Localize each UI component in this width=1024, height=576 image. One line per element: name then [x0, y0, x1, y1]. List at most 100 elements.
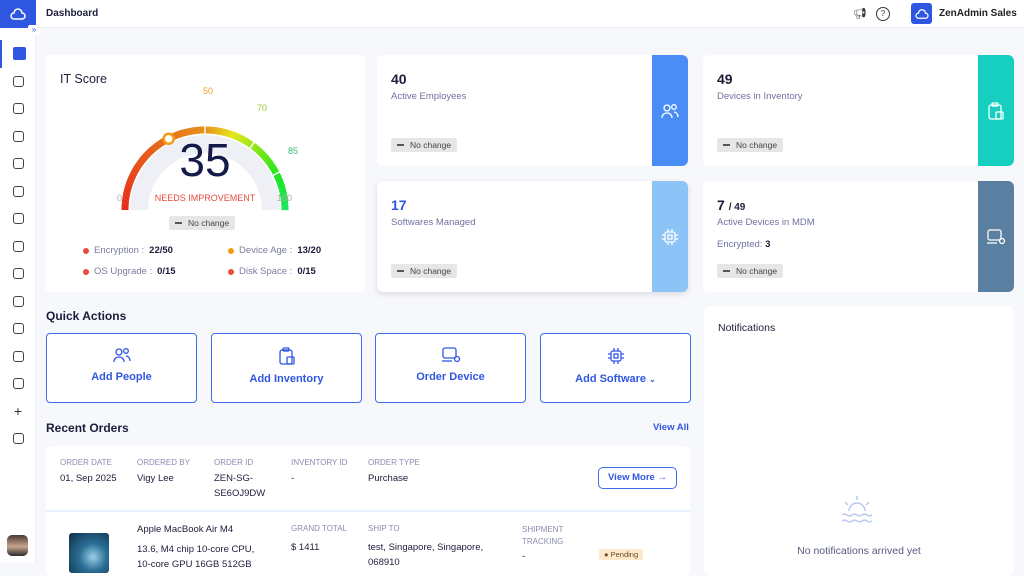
score-value: 35: [45, 133, 365, 187]
change-badge: No change: [391, 138, 457, 152]
devices-icon: [13, 131, 24, 142]
sidebar-item-inventory[interactable]: [0, 95, 36, 123]
view-more-button[interactable]: View More →: [598, 467, 677, 489]
stat-label: Devices in Inventory: [717, 91, 803, 102]
topbar: Dashboard 📢︎ ? ZenAdmin Sales: [36, 0, 1024, 28]
add-inventory-button[interactable]: Add Inventory: [211, 333, 362, 403]
stat-label: Softwares Managed: [391, 217, 476, 228]
sidebar-item-settings[interactable]: [0, 425, 36, 453]
user-avatar[interactable]: [7, 535, 28, 556]
sidebar-item-billing[interactable]: [0, 315, 36, 343]
product-name: Apple MacBook Air M4: [137, 522, 233, 537]
gauge-tick-50: 50: [203, 86, 213, 96]
stat-label: Active Employees: [391, 91, 467, 102]
col-grand-total: GRAND TOTAL: [291, 524, 347, 533]
apps-icon: [13, 158, 24, 169]
stat-active-devices-mdm[interactable]: 7 / 49 Active Devices in MDM Encrypted: …: [703, 181, 1014, 292]
workflows-icon: [13, 268, 24, 279]
add-icon: +: [14, 403, 22, 419]
stat-value: 49: [717, 71, 733, 87]
score-status: NEEDS IMPROVEMENT: [45, 193, 365, 203]
it-score-card: IT Score 35 NEEDS IMPROVEMENT 0 100 50 7…: [45, 55, 365, 292]
chip-icon: [652, 181, 688, 292]
product-image: [69, 533, 109, 573]
people-icon: [652, 55, 688, 166]
cloud-icon: [13, 213, 24, 224]
product-desc: 13.6, M4 chip 10-core CPU,10-core GPU 16…: [137, 542, 277, 572]
order-type: Purchase: [368, 471, 408, 486]
metric-device-age: Device Age :13/20: [228, 245, 321, 256]
add-people-button[interactable]: Add People: [46, 333, 197, 403]
stat-value: 17: [391, 197, 407, 213]
metric-os-upgrade: OS Upgrade :0/15: [83, 266, 176, 277]
order-id: ZEN-SG-SE6OJ9DW: [214, 471, 265, 501]
sunrise-icon: [840, 493, 874, 527]
ship-to: test, Singapore, Singapore,068910: [368, 540, 483, 570]
gauge-tick-85: 85: [288, 146, 298, 156]
encrypted-count: Encrypted: 3: [717, 239, 770, 250]
sidebar-item-cloud[interactable]: [0, 205, 36, 233]
page-title: Dashboard: [46, 8, 98, 19]
sidebar-item-add[interactable]: +: [0, 398, 36, 426]
col-inventory-id: INVENTORY ID: [291, 458, 347, 467]
inventory-id: -: [291, 471, 294, 486]
inventory-icon: [13, 103, 24, 114]
order-device-button[interactable]: Order Device: [375, 333, 526, 403]
app-logo[interactable]: [0, 0, 36, 28]
gauge-min: 0: [117, 193, 122, 203]
sidebar-item-reports[interactable]: [0, 288, 36, 316]
sidebar: » +: [0, 0, 36, 562]
divider: [46, 510, 690, 512]
score-change-badge: No change: [169, 216, 235, 230]
sidebar-item-people[interactable]: [0, 68, 36, 96]
change-badge: No change: [717, 264, 783, 278]
stat-value: 40: [391, 71, 407, 87]
add-software-button[interactable]: Add Software ⌄: [540, 333, 691, 403]
clipboard-icon: [978, 55, 1014, 166]
people-icon: [13, 76, 24, 87]
order-date: 01, Sep 2025: [60, 471, 117, 486]
gauge-arc-segment: [220, 131, 223, 132]
quick-actions-title: Quick Actions: [46, 309, 126, 323]
sidebar-item-partners[interactable]: [0, 343, 36, 371]
notifications-title: Notifications: [718, 322, 775, 334]
col-ordered-by: ORDERED BY: [137, 458, 190, 467]
billing-icon: [13, 323, 24, 334]
chevron-down-icon: ⌄: [649, 375, 656, 384]
col-order-id: ORDER ID: [214, 458, 253, 467]
stat-label: Active Devices in MDM: [717, 217, 815, 228]
org-logo: [911, 3, 932, 24]
notifications-panel: Notifications No notifications arrived y…: [704, 306, 1014, 576]
col-order-date: ORDER DATE: [60, 458, 112, 467]
gauge-arc-segment: [128, 188, 129, 191]
change-badge: No change: [391, 264, 457, 278]
sidebar-item-dashboard[interactable]: [0, 40, 36, 68]
sidebar-item-network[interactable]: [0, 178, 36, 206]
sidebar-item-integrations[interactable]: [0, 233, 36, 261]
network-icon: [13, 186, 24, 197]
sidebar-item-apps[interactable]: [0, 150, 36, 178]
view-all-link[interactable]: View All: [653, 422, 689, 433]
support-icon: [13, 378, 24, 389]
col-order-type: ORDER TYPE: [368, 458, 420, 467]
grand-total: $ 1411: [291, 540, 319, 555]
stat-active-employees[interactable]: 40 Active Employees No change: [377, 55, 688, 166]
gauge-max: 100: [277, 193, 292, 203]
status-badge: ● Pending: [599, 549, 643, 560]
sidebar-item-devices[interactable]: [0, 123, 36, 151]
sidebar-item-support[interactable]: [0, 370, 36, 398]
metric-encryption: Encryption :22/50: [83, 245, 173, 256]
order-card: ORDER DATE ORDERED BY ORDER ID INVENTORY…: [46, 446, 690, 576]
help-icon[interactable]: ?: [876, 7, 890, 21]
org-switcher[interactable]: ZenAdmin Sales: [911, 3, 1017, 24]
stat-devices-inventory[interactable]: 49 Devices in Inventory No change: [703, 55, 1014, 166]
megaphone-icon[interactable]: 📢︎: [853, 7, 867, 21]
device-settings-icon: [978, 181, 1014, 292]
stat-softwares-managed[interactable]: 17 Softwares Managed No change: [377, 181, 688, 292]
metric-disk-space: Disk Space :0/15: [228, 266, 316, 277]
gauge-arc-segment: [188, 131, 191, 132]
recent-orders-title: Recent Orders: [46, 421, 129, 435]
sidebar-item-workflows[interactable]: [0, 260, 36, 288]
gauge-tick-70: 70: [257, 103, 267, 113]
